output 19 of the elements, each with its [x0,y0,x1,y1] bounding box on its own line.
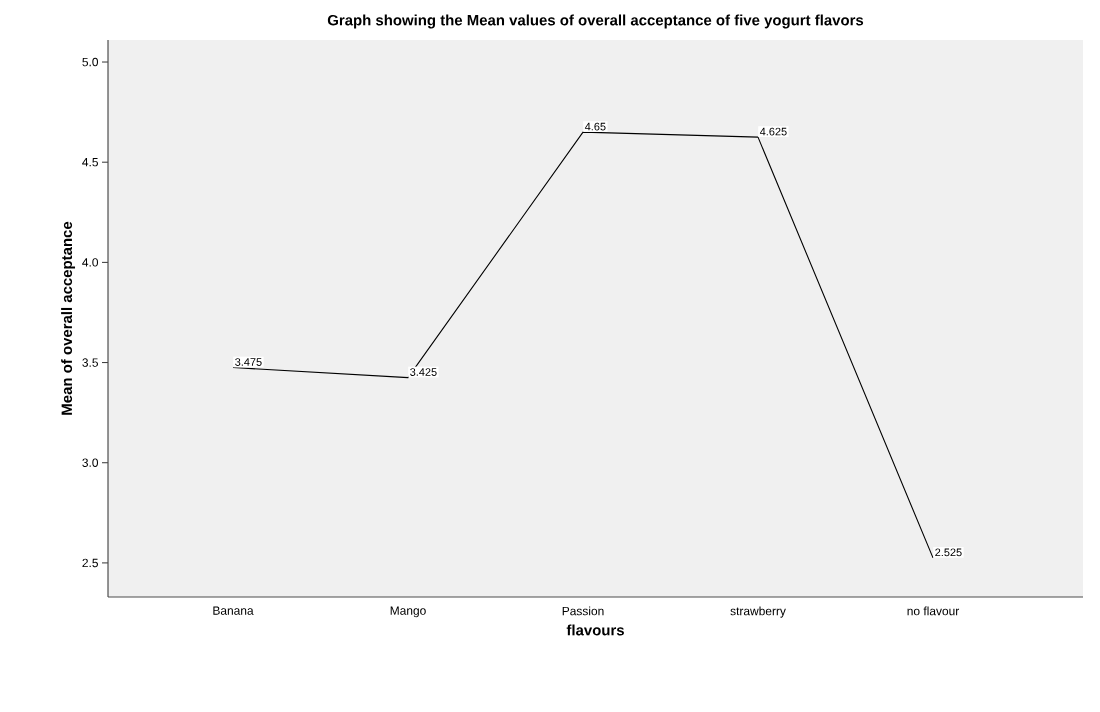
y-tick-label: 3.0 [82,458,99,467]
data-label: 2.525 [935,548,962,557]
x-tick-label: Mango [390,606,426,618]
x-tick-label: Banana [213,606,254,615]
y-tick-label: 4.5 [82,158,98,167]
x-tick-label: no flavour [907,606,960,616]
x-tick-label: strawberry [730,606,786,618]
data-label: 4.65 [584,122,606,131]
y-tick-label: 5.0 [82,57,99,67]
x-tick-label: Passion [562,606,604,616]
y-tick-label: 2.5 [82,558,98,568]
y-axis-title: Mean of overall acceptance [61,221,76,415]
data-label: 4.625 [759,127,787,136]
data-label: 3.475 [235,358,262,366]
chart-title: Graph showing the Mean values of overall acceptance of five yogurt flavors [327,14,864,29]
x-axis-title: flavours [566,624,624,636]
data-label: 3.425 [410,368,437,376]
y-tick-label: 4.0 [82,258,99,267]
y-tick-label: 3.5 [82,358,98,367]
